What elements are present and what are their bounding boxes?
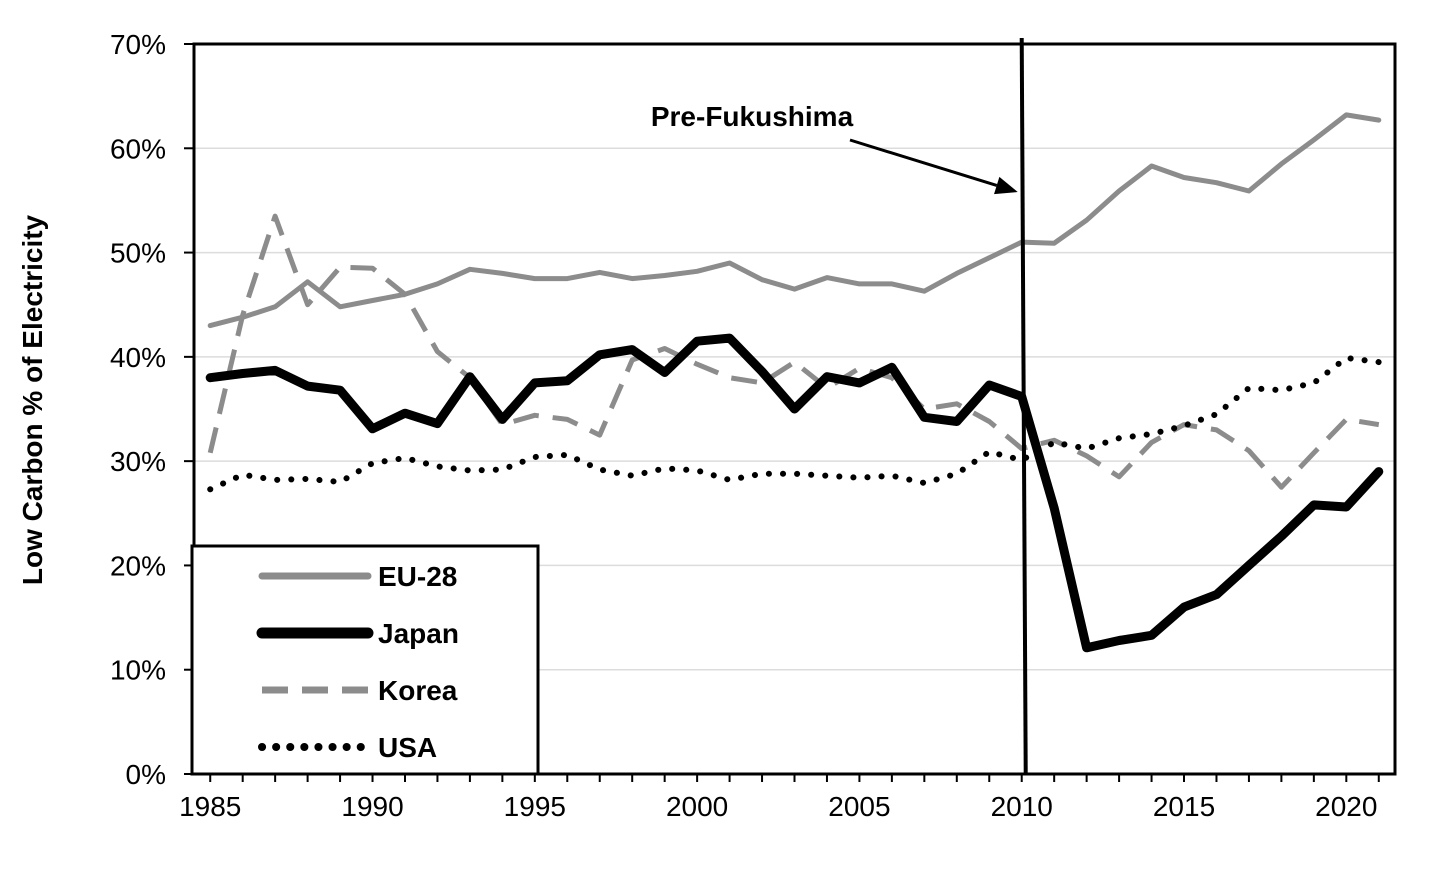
y-axis-tick-labels: 0% 10% 20% 30% 40% 50% 60% 70% (110, 29, 166, 790)
legend-label-eu-28: EU-28 (378, 561, 457, 592)
x-tick-label: 1995 (504, 791, 566, 822)
x-tick-label: 2005 (828, 791, 890, 822)
legend-label-korea: Korea (378, 675, 458, 706)
legend: EU-28 Japan Korea USA (190, 544, 540, 776)
series-line-japan (205, 333, 1384, 653)
y-tick-label: 50% (110, 238, 166, 269)
legend-label-usa: USA (378, 732, 437, 763)
series-line-korea (207, 213, 1380, 490)
fukushima-marker-line (1019, 37, 1028, 775)
y-tick-label: 10% (110, 655, 166, 686)
y-axis-title: Low Carbon % of Electricity (17, 214, 48, 585)
legend-label-japan: Japan (378, 618, 459, 649)
y-tick-label: 60% (110, 133, 166, 164)
y-tick-label: 0% (126, 759, 166, 790)
annotation-arrowhead (994, 176, 1018, 195)
legend-box (190, 544, 540, 776)
y-tick-label: 20% (110, 550, 166, 581)
x-tick-label: 2010 (991, 791, 1053, 822)
series-line-usa (207, 354, 1382, 493)
annotation-pre-fukushima: Pre-Fukushima (651, 101, 854, 132)
x-tick-label: 2020 (1315, 791, 1377, 822)
y-tick-label: 70% (110, 29, 166, 60)
legend-items: EU-28 Japan Korea USA (256, 561, 459, 763)
series-lines (205, 112, 1384, 653)
y-tick-label: 30% (110, 446, 166, 477)
x-tick-label: 2000 (666, 791, 728, 822)
x-tick-label: 1985 (179, 791, 241, 822)
x-tick-label: 1990 (341, 791, 403, 822)
y-tick-label: 40% (110, 342, 166, 373)
series-line-eu-28 (207, 112, 1382, 329)
annotation-arrow (849, 138, 998, 187)
x-tick-label: 2015 (1153, 791, 1215, 822)
x-axis-tick-labels: 1985 1990 1995 2000 2005 2010 2015 2020 (179, 791, 1377, 822)
